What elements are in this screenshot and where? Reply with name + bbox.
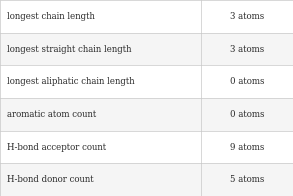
Bar: [0, 65, 293, 98]
Bar: [0, 131, 293, 163]
Bar: [0, 33, 293, 65]
Bar: [0, 98, 293, 131]
Text: 9 atoms: 9 atoms: [230, 142, 264, 152]
Text: 0 atoms: 0 atoms: [230, 110, 264, 119]
Text: longest chain length: longest chain length: [7, 12, 95, 21]
Text: 5 atoms: 5 atoms: [230, 175, 264, 184]
Text: H-bond acceptor count: H-bond acceptor count: [7, 142, 106, 152]
Text: aromatic atom count: aromatic atom count: [7, 110, 97, 119]
Bar: [0, 163, 293, 196]
Text: 3 atoms: 3 atoms: [230, 44, 264, 54]
Bar: [0, 0, 293, 33]
Text: 0 atoms: 0 atoms: [230, 77, 264, 86]
Text: longest aliphatic chain length: longest aliphatic chain length: [7, 77, 135, 86]
Text: longest straight chain length: longest straight chain length: [7, 44, 132, 54]
Text: 3 atoms: 3 atoms: [230, 12, 264, 21]
Text: H-bond donor count: H-bond donor count: [7, 175, 94, 184]
